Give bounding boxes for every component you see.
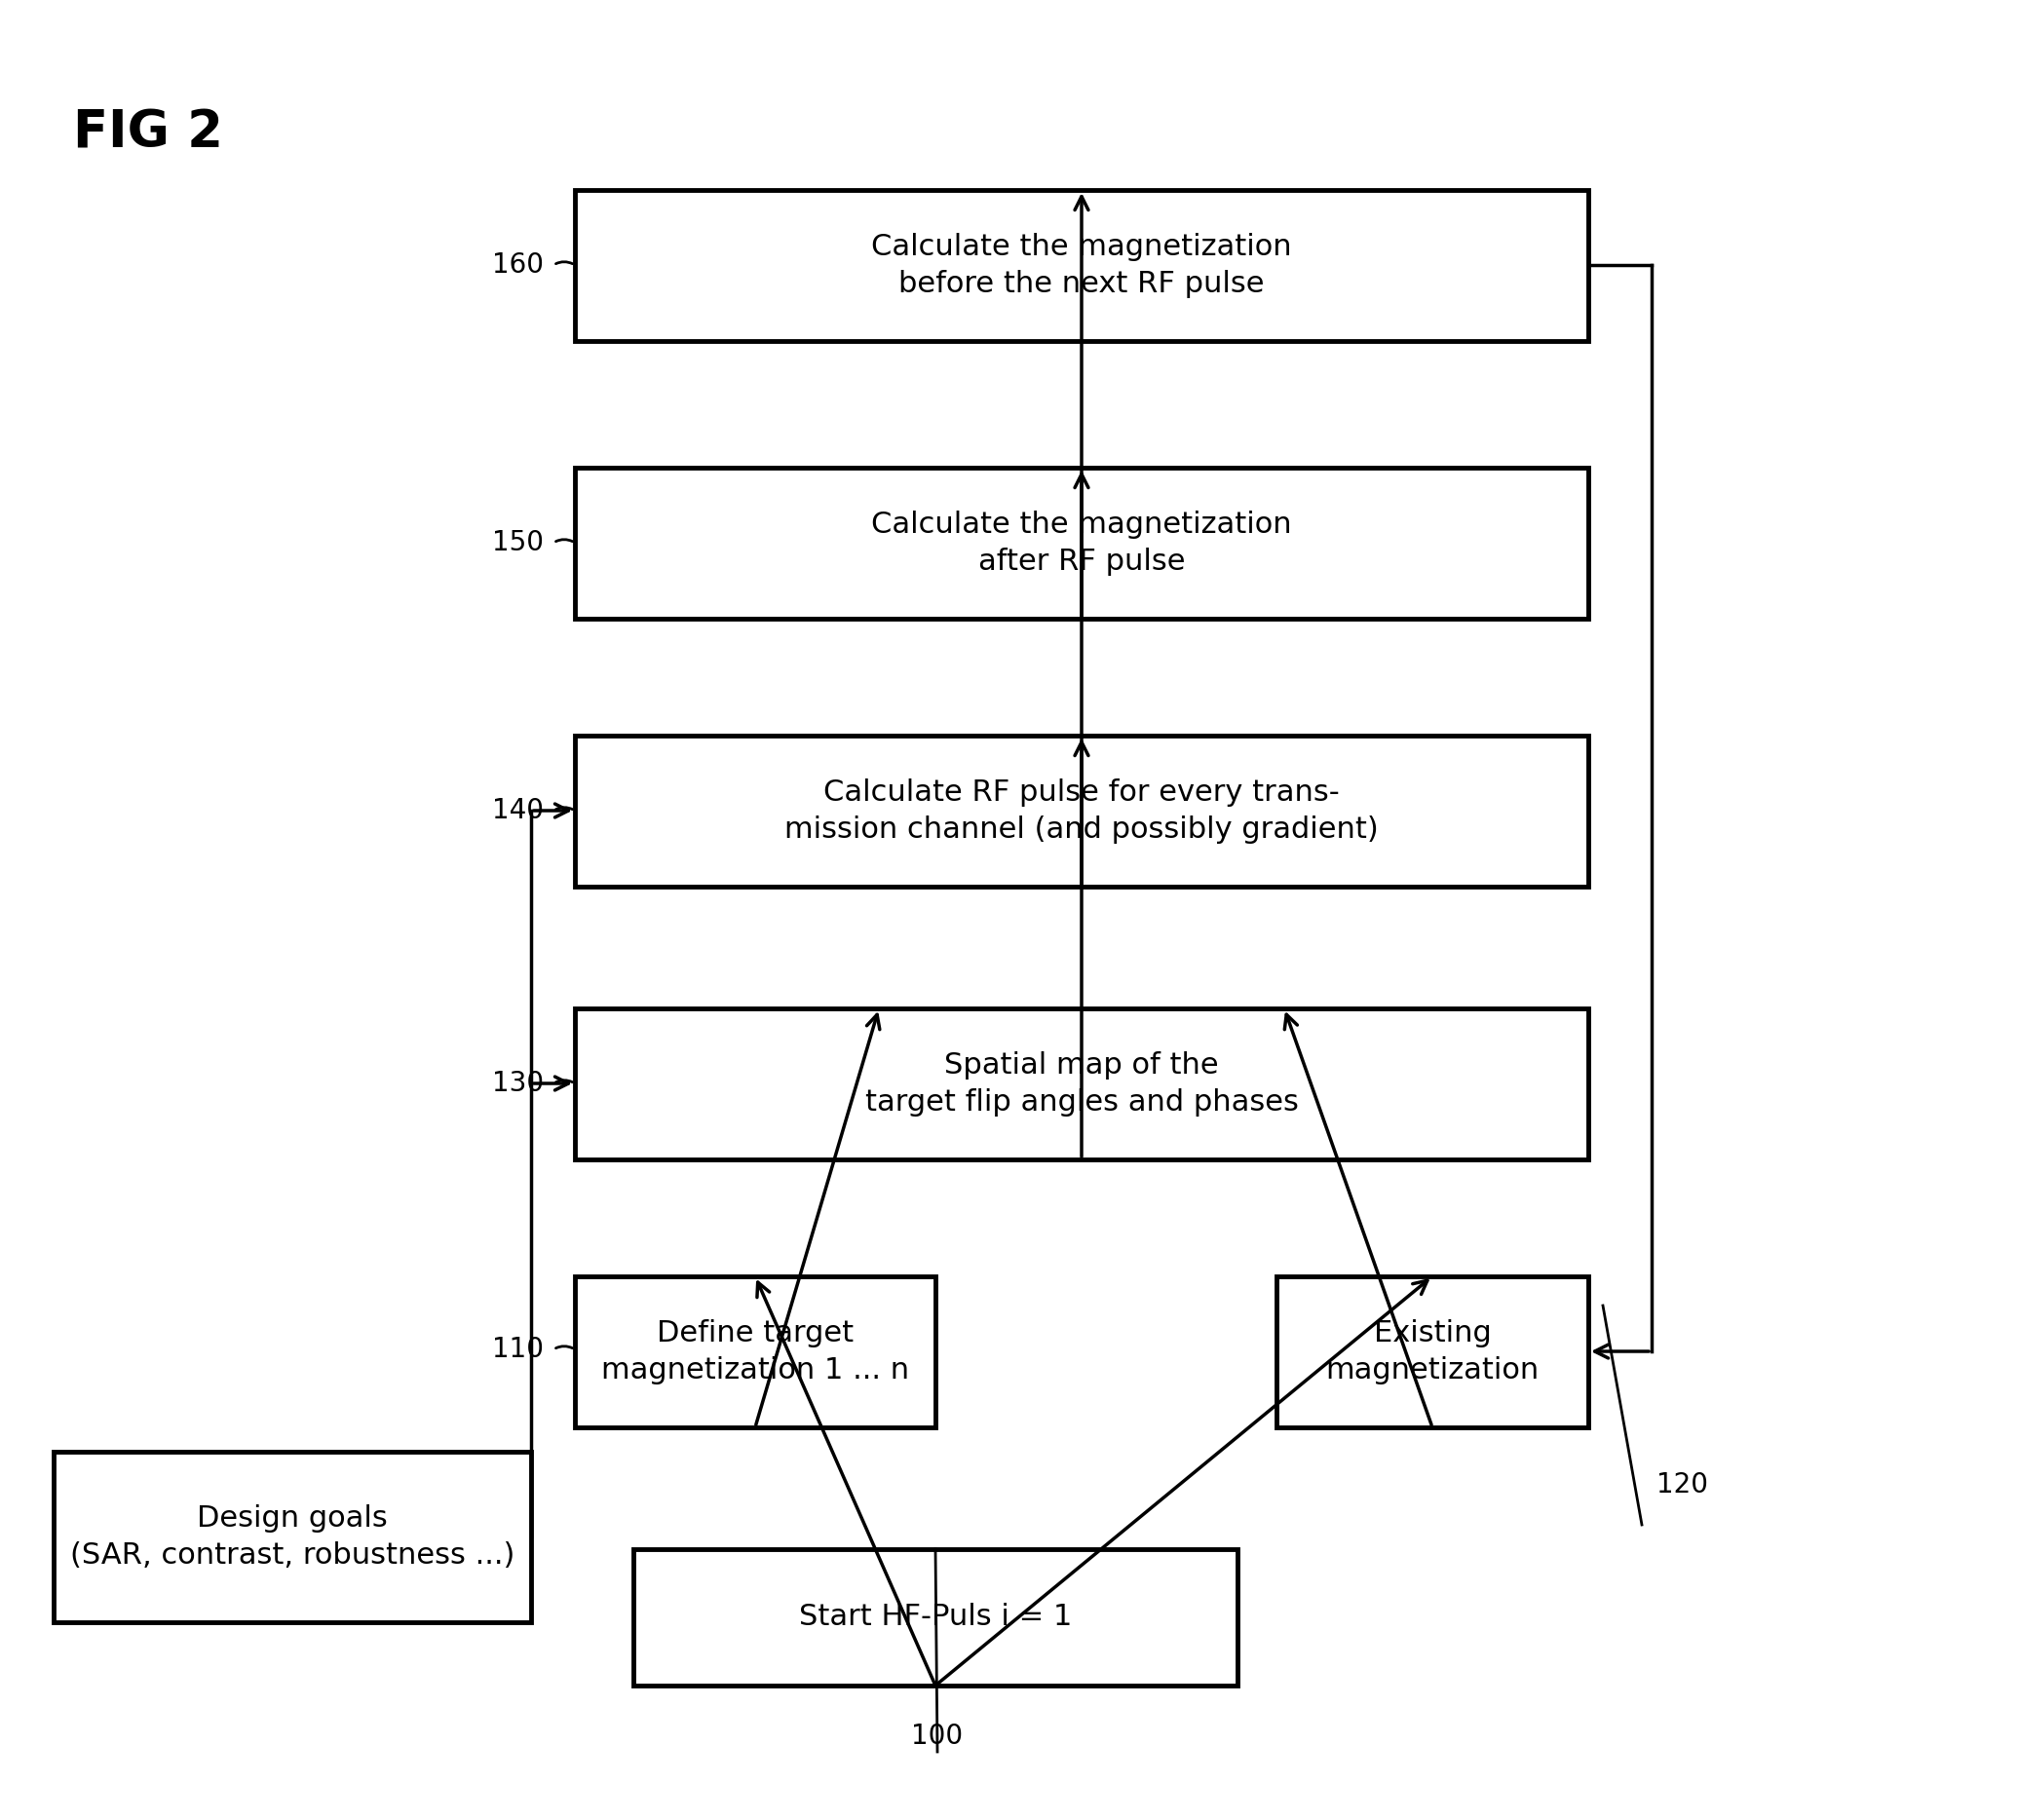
Text: Define target
magnetization 1 ... n: Define target magnetization 1 ... n <box>601 1320 910 1385</box>
FancyBboxPatch shape <box>575 1276 936 1427</box>
Text: 130: 130 <box>492 1070 545 1097</box>
Text: Existing
magnetization: Existing magnetization <box>1325 1320 1539 1385</box>
Text: Calculate the magnetization
after RF pulse: Calculate the magnetization after RF pul… <box>871 510 1291 575</box>
Text: Start HF-Puls i = 1: Start HF-Puls i = 1 <box>799 1603 1071 1631</box>
Text: 160: 160 <box>492 251 545 278</box>
FancyBboxPatch shape <box>575 735 1587 886</box>
Text: Design goals
(SAR, contrast, robustness ...): Design goals (SAR, contrast, robustness … <box>71 1503 514 1569</box>
FancyBboxPatch shape <box>633 1549 1238 1685</box>
Text: FIG 2: FIG 2 <box>73 107 224 158</box>
Text: Calculate RF pulse for every trans-
mission channel (and possibly gradient): Calculate RF pulse for every trans- miss… <box>785 779 1380 844</box>
Text: Spatial map of the
target flip angles and phases: Spatial map of the target flip angles an… <box>865 1052 1299 1117</box>
FancyBboxPatch shape <box>54 1452 530 1622</box>
FancyBboxPatch shape <box>1277 1276 1587 1427</box>
Text: 110: 110 <box>492 1336 545 1363</box>
Text: 100: 100 <box>912 1722 964 1749</box>
Text: Calculate the magnetization
before the next RF pulse: Calculate the magnetization before the n… <box>871 233 1291 298</box>
FancyBboxPatch shape <box>575 189 1587 340</box>
Text: 120: 120 <box>1656 1471 1708 1498</box>
FancyBboxPatch shape <box>575 1008 1587 1159</box>
Text: 140: 140 <box>492 797 545 824</box>
Text: 150: 150 <box>492 530 545 557</box>
FancyBboxPatch shape <box>575 468 1587 619</box>
